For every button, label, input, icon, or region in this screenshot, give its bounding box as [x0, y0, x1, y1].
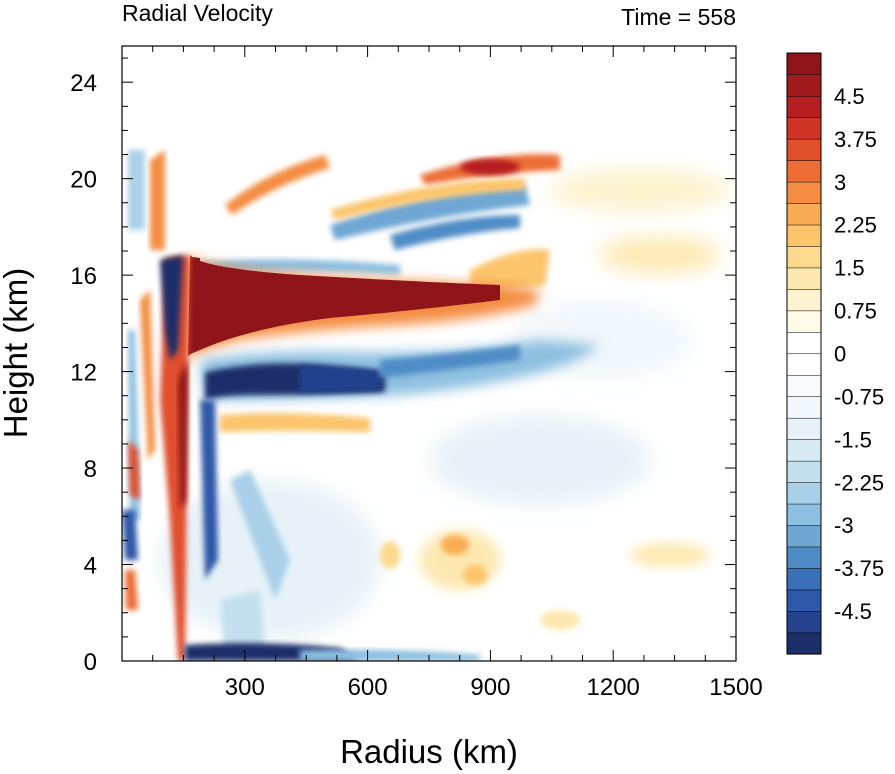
colorbar-label: -1.5	[834, 427, 872, 452]
pos-eyewall	[178, 360, 188, 510]
pos-band-upper	[330, 178, 525, 220]
pos-anomaly	[630, 543, 710, 567]
y-axis-ticks: 0 4 8 12 16 20 24	[70, 57, 736, 676]
neg-boundary-inflow	[300, 649, 480, 661]
plot-frame	[121, 45, 737, 662]
x-tick-label: 1200	[587, 674, 640, 701]
colorbar-segment	[786, 632, 822, 655]
chart-title: Radial Velocity	[122, 0, 273, 26]
colorbar-segment	[786, 267, 822, 290]
colorbar-segment	[786, 288, 822, 312]
colorbar-label: 2.25	[834, 213, 877, 238]
y-tick-label: 0	[84, 649, 97, 676]
colorbar-segment	[786, 567, 822, 591]
colorbar-segment	[786, 138, 822, 161]
colorbar: 4.5 3.75 3 2.25 1.5 0.75 0 -0.75 -1.5 -2.25 -3 -3.7…	[786, 52, 884, 655]
colorbar-segment	[786, 95, 822, 118]
colorbar-label: 0.75	[834, 299, 877, 324]
x-tick-label: 1500	[709, 674, 762, 701]
colorbar-segment	[786, 181, 822, 204]
colorbar-segment	[786, 310, 822, 333]
colorbar-segment	[786, 52, 822, 76]
pos-band-upper	[460, 159, 520, 175]
velocity-field	[122, 150, 730, 661]
pos-outflow-jet	[188, 257, 200, 356]
x-axis-title: Radius (km)	[340, 733, 518, 770]
colorbar-segment	[786, 245, 822, 269]
pos-band-upper	[470, 249, 550, 290]
colorbar-label: 0	[834, 342, 846, 367]
colorbar-segment	[786, 160, 822, 183]
neg-streak	[230, 470, 290, 600]
colorbar-segment	[786, 331, 822, 355]
pos-streak	[150, 150, 165, 250]
colorbar-segment	[786, 203, 822, 226]
colorbar-label: -0.75	[834, 384, 884, 409]
neg-streak	[122, 510, 138, 560]
y-axis-title: Height (km)	[0, 268, 34, 439]
pos-anomaly	[550, 168, 730, 212]
time-label: Time = 558	[621, 4, 736, 30]
pos-band-mid	[220, 413, 370, 432]
neg-streak	[128, 150, 145, 230]
colorbar-label: -3	[834, 513, 854, 538]
colorbar-label: 4.5	[834, 84, 865, 109]
colorbar-segment	[786, 224, 822, 247]
colorbar-segment	[786, 74, 822, 97]
colorbar-segment	[786, 417, 822, 440]
colorbar-segment	[786, 439, 822, 462]
pos-streak	[128, 440, 140, 500]
pos-eyewall	[160, 255, 190, 661]
colorbar-segment	[786, 546, 822, 569]
pos-anomaly	[600, 237, 720, 273]
pos-streak	[125, 570, 138, 610]
x-axis-ticks: 300 600 900 1200 1500	[152, 46, 763, 701]
pos-anomaly	[540, 610, 580, 630]
plot-area: 300 600 900 1200 1500 0 4 8 12 16 20 24	[70, 45, 763, 701]
colorbar-label: -3.75	[834, 556, 884, 581]
neg-eyewall-inner	[160, 255, 183, 360]
colorbar-segment	[786, 374, 822, 397]
colorbar-label: 3.75	[834, 127, 877, 152]
colorbar-segment	[786, 524, 822, 548]
colorbar-frame	[786, 52, 822, 655]
colorbar-label: -4.5	[834, 599, 872, 624]
colorbar-label: -2.25	[834, 470, 884, 495]
x-tick-label: 600	[348, 674, 388, 701]
colorbar-label: 3	[834, 170, 846, 195]
y-tick-label: 24	[70, 70, 97, 97]
y-tick-label: 8	[84, 456, 97, 483]
colorbar-segment	[786, 503, 822, 526]
neg-band-upper	[390, 215, 520, 250]
colorbar-segment	[786, 460, 822, 483]
colorbar-label: 1.5	[834, 256, 865, 281]
neg-streak	[220, 590, 265, 655]
x-tick-label: 900	[470, 674, 510, 701]
pos-anomaly	[463, 565, 487, 585]
colorbar-segment	[786, 589, 822, 612]
pos-outflow-jet	[188, 255, 500, 355]
pos-streak	[140, 290, 155, 460]
y-tick-label: 20	[70, 167, 97, 194]
colorbar-segment	[786, 610, 822, 634]
neg-band-upper	[330, 185, 530, 240]
y-tick-label: 16	[70, 263, 97, 290]
pos-band-upper	[225, 155, 330, 215]
x-tick-label: 300	[225, 674, 265, 701]
colorbar-segment	[786, 117, 822, 140]
y-tick-label: 4	[84, 553, 97, 580]
pos-anomaly	[441, 535, 469, 555]
y-tick-label: 12	[70, 360, 97, 387]
neg-mid-inflow	[300, 365, 380, 392]
colorbar-segment	[786, 482, 822, 505]
neg-streak	[200, 400, 218, 580]
colorbar-segment	[786, 353, 822, 376]
pos-anomaly	[380, 541, 400, 569]
neg-mid-inflow	[380, 345, 520, 378]
neg-anomaly	[430, 415, 650, 505]
colorbar-segment	[786, 396, 822, 419]
